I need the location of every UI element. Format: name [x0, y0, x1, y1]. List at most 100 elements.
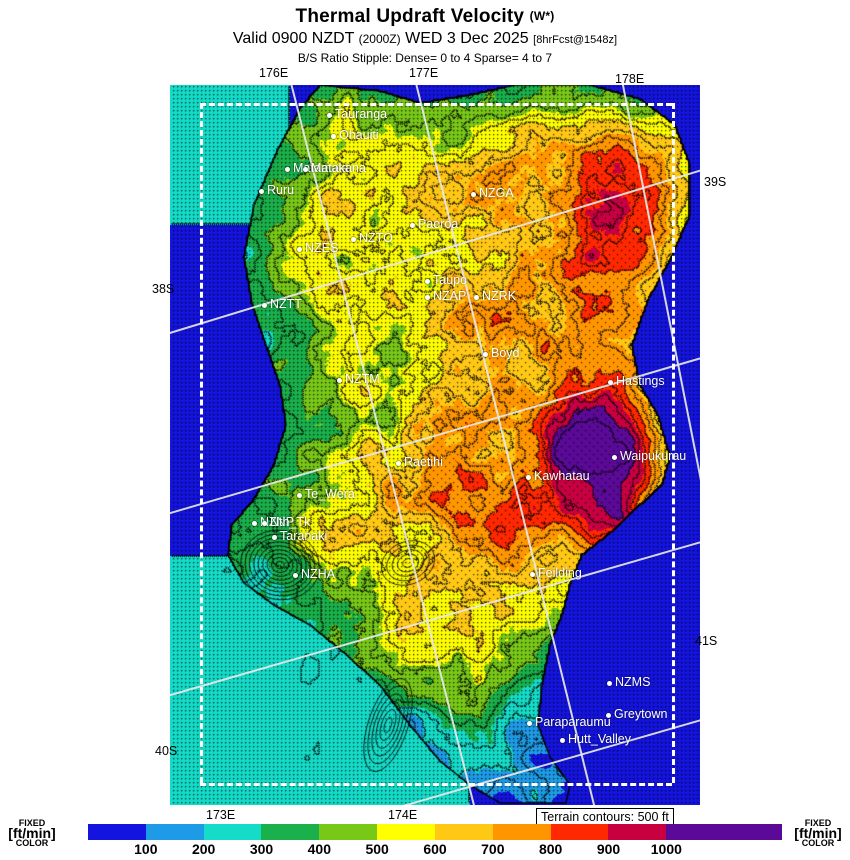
location-dot-icon	[608, 380, 613, 385]
map-marker-label: NZGA	[479, 186, 514, 200]
location-dot-icon	[337, 378, 342, 383]
latitude-label-40S: 40S	[155, 744, 178, 758]
map-marker-label: Kawhatau	[534, 469, 590, 483]
colorbar-right-top: FIXED	[804, 818, 832, 828]
location-dot-icon	[474, 295, 479, 300]
map-marker-label: Feilding	[538, 566, 582, 580]
map-marker-label: Greytown	[614, 707, 668, 721]
colorbar-left-bottom: COLOR	[15, 838, 49, 848]
location-dot-icon	[327, 113, 332, 118]
page-title: Thermal Updraft Velocity (W*)	[0, 5, 850, 28]
map-marker-label: NZTM	[345, 372, 380, 386]
map-marker-label: Waipukurau	[620, 449, 687, 463]
color-band-6	[434, 824, 493, 840]
location-dot-icon	[285, 167, 290, 172]
color-tick-400: 400	[307, 841, 332, 857]
longitude-label-178E: 178E	[615, 72, 645, 86]
color-band-10	[666, 824, 725, 840]
colorbar-left-label: FIXED [ft/min] COLOR	[2, 818, 62, 848]
location-dot-icon	[293, 573, 298, 578]
location-dot-icon	[303, 167, 308, 172]
map-marker-label: NZTT	[270, 297, 302, 311]
valid-time: Valid 0900 NZDT	[232, 30, 355, 47]
colorbar-left-top: FIXED	[18, 818, 46, 828]
colorbar-left-units: [ft/min]	[8, 825, 56, 841]
location-dot-icon	[526, 475, 531, 480]
color-tick-900: 900	[596, 841, 621, 857]
color-tick-800: 800	[538, 841, 563, 857]
color-band-0	[88, 824, 146, 840]
map-marker-label: NZMS	[615, 675, 651, 689]
location-dot-icon	[297, 247, 302, 252]
location-dot-icon	[483, 352, 488, 357]
valid-time-line: Valid 0900 NZDT (2000Z) WED 3 Dec 2025 […	[0, 29, 850, 50]
color-band-4	[319, 824, 378, 840]
thermal-velocity-raster	[170, 85, 700, 805]
page-title-text: Thermal Updraft Velocity	[295, 6, 525, 27]
map-marker-label: Ruru	[267, 183, 295, 197]
location-dot-icon	[252, 521, 257, 526]
color-band-11	[724, 824, 782, 840]
color-scale-ticks: 100 200 300 400 500 600 700 800 900 1000	[88, 841, 782, 859]
color-band-8	[550, 824, 609, 840]
longitude-label-177E: 177E	[409, 66, 439, 80]
latitude-label-39S: 39S	[704, 175, 727, 189]
color-tick-700: 700	[481, 841, 505, 857]
stipple-legend-note: B/S Ratio Stipple: Dense= 0 to 4 Sparse=…	[297, 51, 553, 65]
map-marker-label: Paeroa	[418, 217, 459, 231]
color-band-1	[145, 824, 204, 840]
map-marker-label: NZRK	[482, 289, 517, 303]
colorbar-right-label: FIXED [ft/min] COLOR	[788, 818, 848, 848]
location-dot-icon	[612, 455, 617, 460]
map-marker-label: NZTO	[359, 231, 393, 245]
page-title-subscript: (W*)	[529, 9, 555, 23]
location-dot-icon	[272, 535, 277, 540]
location-dot-icon	[606, 713, 611, 718]
location-dot-icon	[262, 303, 267, 308]
location-dot-icon	[351, 237, 356, 242]
location-dot-icon	[471, 192, 476, 197]
map-marker-label: Boyd	[491, 346, 520, 360]
colorbar-right-bottom: COLOR	[801, 838, 835, 848]
map-marker-label: Raetihi	[404, 455, 443, 469]
color-tick-500: 500	[365, 841, 389, 857]
weather-map[interactable]: Tauranga Ohauiti Matamata Matakana Ruru NZGA P…	[170, 85, 700, 805]
valid-time-zulu: (2000Z)	[358, 32, 401, 46]
location-dot-icon	[259, 189, 264, 194]
location-dot-icon	[425, 295, 430, 300]
location-dot-icon	[560, 738, 565, 743]
location-dot-icon	[530, 572, 535, 577]
map-marker-label: NZNP	[260, 515, 295, 529]
location-dot-icon	[527, 721, 532, 726]
longitude-label-173E: 173E	[206, 808, 236, 822]
valid-date: WED 3 Dec 2025	[405, 30, 529, 47]
location-dot-icon	[396, 461, 401, 466]
map-marker-label: Matakana	[311, 161, 366, 175]
colorbar-right-units: [ft/min]	[794, 825, 842, 841]
color-tick-200: 200	[191, 841, 216, 857]
longitude-label-174E: 174E	[388, 808, 418, 822]
location-dot-icon	[262, 521, 267, 526]
color-band-9	[608, 824, 667, 840]
map-marker-label: Taupo	[433, 273, 468, 287]
location-dot-icon	[607, 681, 612, 686]
map-marker-label: Te_Wera	[305, 487, 355, 501]
map-marker-label: NZHA	[301, 567, 336, 581]
color-tick-1000: 1000	[650, 841, 682, 857]
longitude-label-176E: 176E	[259, 66, 289, 80]
latitude-label-38S: 38S	[152, 282, 175, 296]
location-dot-icon	[331, 134, 336, 139]
map-marker-label: Hastings	[616, 374, 665, 388]
color-tick-100: 100	[134, 841, 158, 857]
location-dot-icon	[410, 223, 415, 228]
color-band-7	[492, 824, 551, 840]
forecast-tag: [8hrFcst@1548z]	[533, 34, 618, 46]
latitude-label-41S: 41S	[695, 634, 718, 648]
color-scale-bar[interactable]	[88, 824, 782, 840]
location-dot-icon	[297, 493, 302, 498]
map-marker-label: NZAP	[433, 289, 467, 303]
map-marker-label: Ohauiti	[339, 128, 379, 142]
title-block: Thermal Updraft Velocity (W*) Valid 0900…	[0, 0, 850, 66]
color-band-5	[377, 824, 435, 840]
map-marker-label: Tauranga	[335, 107, 388, 121]
